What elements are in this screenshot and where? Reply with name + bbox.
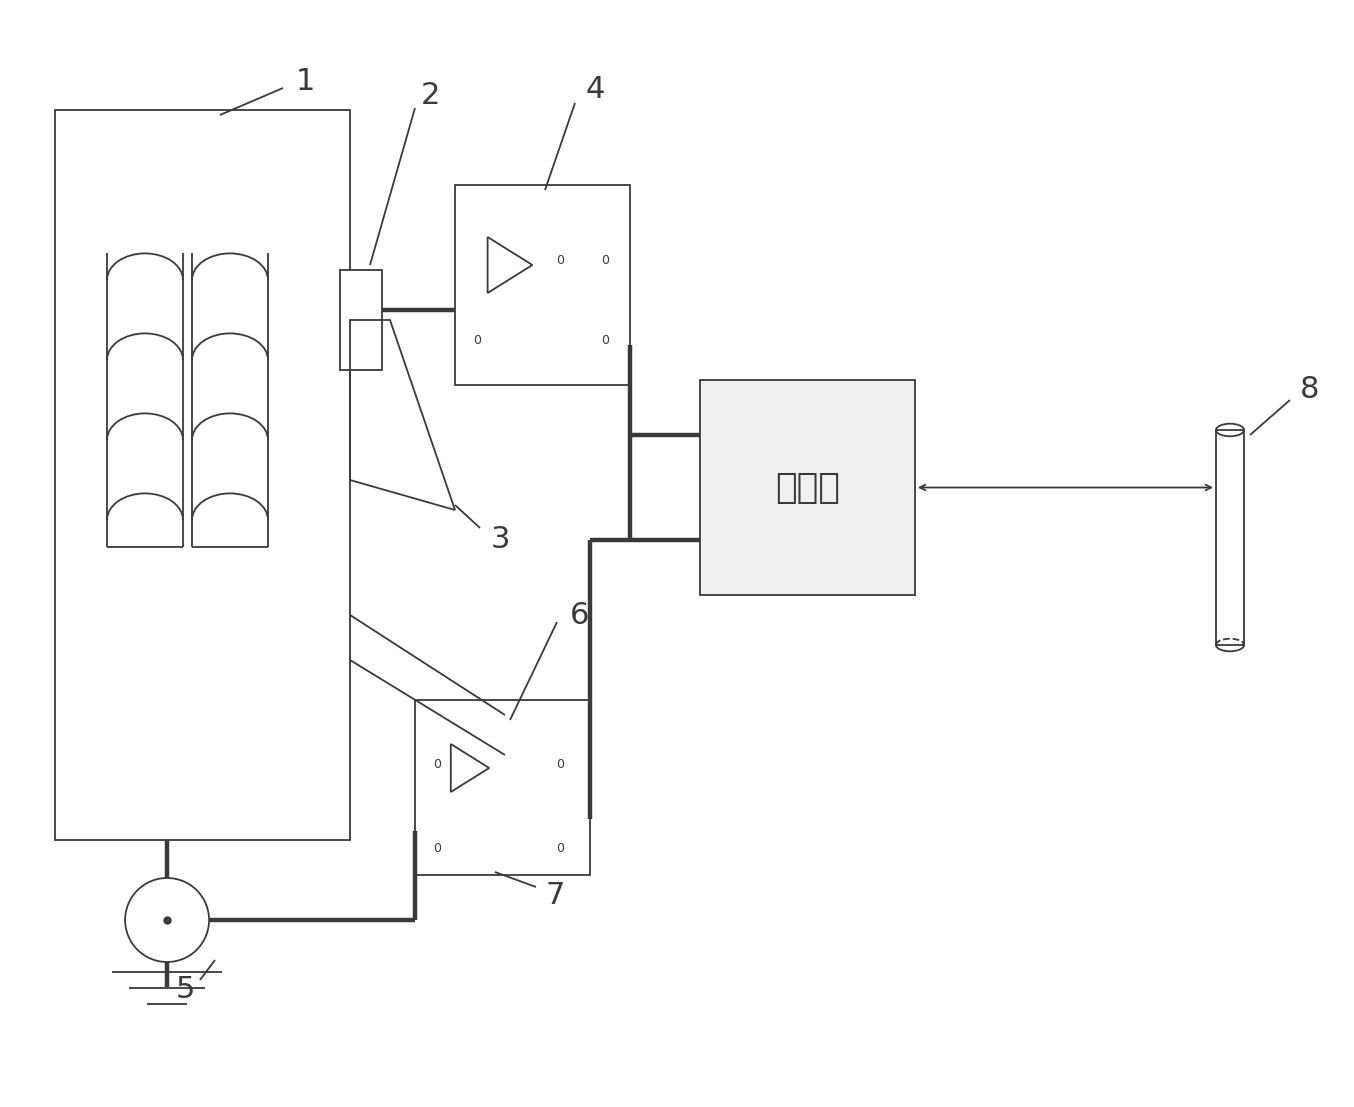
Text: 0: 0 (433, 758, 441, 772)
Bar (700, 380, 915, 594)
Bar (414, 700, 590, 875)
Text: 0: 0 (556, 758, 565, 772)
Bar (56, 110, 349, 840)
Text: 3: 3 (490, 526, 509, 555)
Bar (455, 185, 630, 385)
Text: 工控机: 工控机 (774, 470, 839, 505)
Text: 1: 1 (295, 68, 314, 96)
Bar (1216, 430, 1244, 645)
Bar (340, 270, 382, 370)
Text: 4: 4 (585, 75, 605, 104)
Text: 0: 0 (556, 254, 565, 267)
Text: 0: 0 (473, 333, 481, 346)
Text: 0: 0 (601, 254, 609, 267)
Text: 0: 0 (556, 841, 565, 855)
Text: 0: 0 (433, 841, 441, 855)
Text: 8: 8 (1300, 375, 1320, 404)
Text: 6: 6 (570, 600, 590, 630)
Text: 7: 7 (546, 880, 565, 910)
Text: 5: 5 (175, 975, 195, 1004)
Text: 0: 0 (601, 333, 609, 346)
Text: 2: 2 (420, 81, 440, 110)
